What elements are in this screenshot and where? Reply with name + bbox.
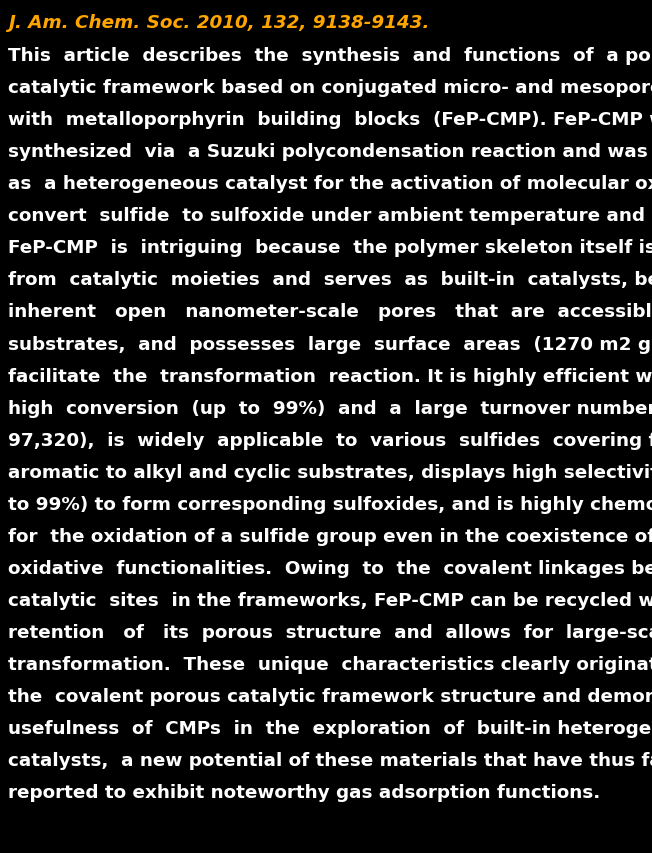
Text: reported to exhibit noteworthy gas adsorption functions.: reported to exhibit noteworthy gas adsor… — [8, 783, 600, 801]
Text: aromatic to alkyl and cyclic substrates, displays high selectivity (up: aromatic to alkyl and cyclic substrates,… — [8, 463, 652, 481]
Text: facilitate  the  transformation  reaction. It is highly efficient with: facilitate the transformation reaction. … — [8, 367, 652, 385]
Text: retention   of   its  porous  structure  and  allows  for  large-scale: retention of its porous structure and al… — [8, 623, 652, 641]
Text: as  a heterogeneous catalyst for the activation of molecular oxygen to: as a heterogeneous catalyst for the acti… — [8, 175, 652, 193]
Text: catalysts,  a new potential of these materials that have thus far been: catalysts, a new potential of these mate… — [8, 751, 652, 769]
Text: oxidative  functionalities.  Owing  to  the  covalent linkages between: oxidative functionalities. Owing to the … — [8, 559, 652, 577]
Text: This  article  describes  the  synthesis  and  functions  of  a porous: This article describes the synthesis and… — [8, 47, 652, 65]
Text: from  catalytic  moieties  and  serves  as  built-in  catalysts, bears: from catalytic moieties and serves as bu… — [8, 271, 652, 289]
Text: to 99%) to form corresponding sulfoxides, and is highly chemoselective: to 99%) to form corresponding sulfoxides… — [8, 495, 652, 513]
Text: inherent   open   nanometer-scale   pores   that  are  accessible  for: inherent open nanometer-scale pores that… — [8, 303, 652, 321]
Text: substrates,  and  possesses  large  surface  areas  (1270 m2 g-1) that: substrates, and possesses large surface … — [8, 335, 652, 353]
Text: catalytic framework based on conjugated micro- and mesoporous polymers: catalytic framework based on conjugated … — [8, 79, 652, 97]
Text: J. Am. Chem. Soc. 2010, 132, 9138-9143.: J. Am. Chem. Soc. 2010, 132, 9138-9143. — [8, 14, 429, 32]
Text: for  the oxidation of a sulfide group even in the coexistence of other: for the oxidation of a sulfide group eve… — [8, 527, 652, 545]
Text: the  covalent porous catalytic framework structure and demonstrate the: the covalent porous catalytic framework … — [8, 687, 652, 705]
Text: 97,320),  is  widely  applicable  to  various  sulfides  covering from: 97,320), is widely applicable to various… — [8, 431, 652, 449]
Text: synthesized  via  a Suzuki polycondensation reaction and was developed: synthesized via a Suzuki polycondensatio… — [8, 143, 652, 161]
Text: catalytic  sites  in the frameworks, FeP-CMP can be recycled with good: catalytic sites in the frameworks, FeP-C… — [8, 591, 652, 609]
Text: transformation.  These  unique  characteristics clearly originate from: transformation. These unique characteris… — [8, 655, 652, 673]
Text: with  metalloporphyrin  building  blocks  (FeP-CMP). FeP-CMP was newly: with metalloporphyrin building blocks (F… — [8, 111, 652, 129]
Text: high  conversion  (up  to  99%)  and  a  large  turnover number (TON ): high conversion (up to 99%) and a large … — [8, 399, 652, 417]
Text: convert  sulfide  to sulfoxide under ambient temperature and pressure.: convert sulfide to sulfoxide under ambie… — [8, 207, 652, 225]
Text: FeP-CMP  is  intriguing  because  the polymer skeleton itself is built: FeP-CMP is intriguing because the polyme… — [8, 239, 652, 257]
Text: usefulness  of  CMPs  in  the  exploration  of  built-in heterogeneous: usefulness of CMPs in the exploration of… — [8, 719, 652, 737]
